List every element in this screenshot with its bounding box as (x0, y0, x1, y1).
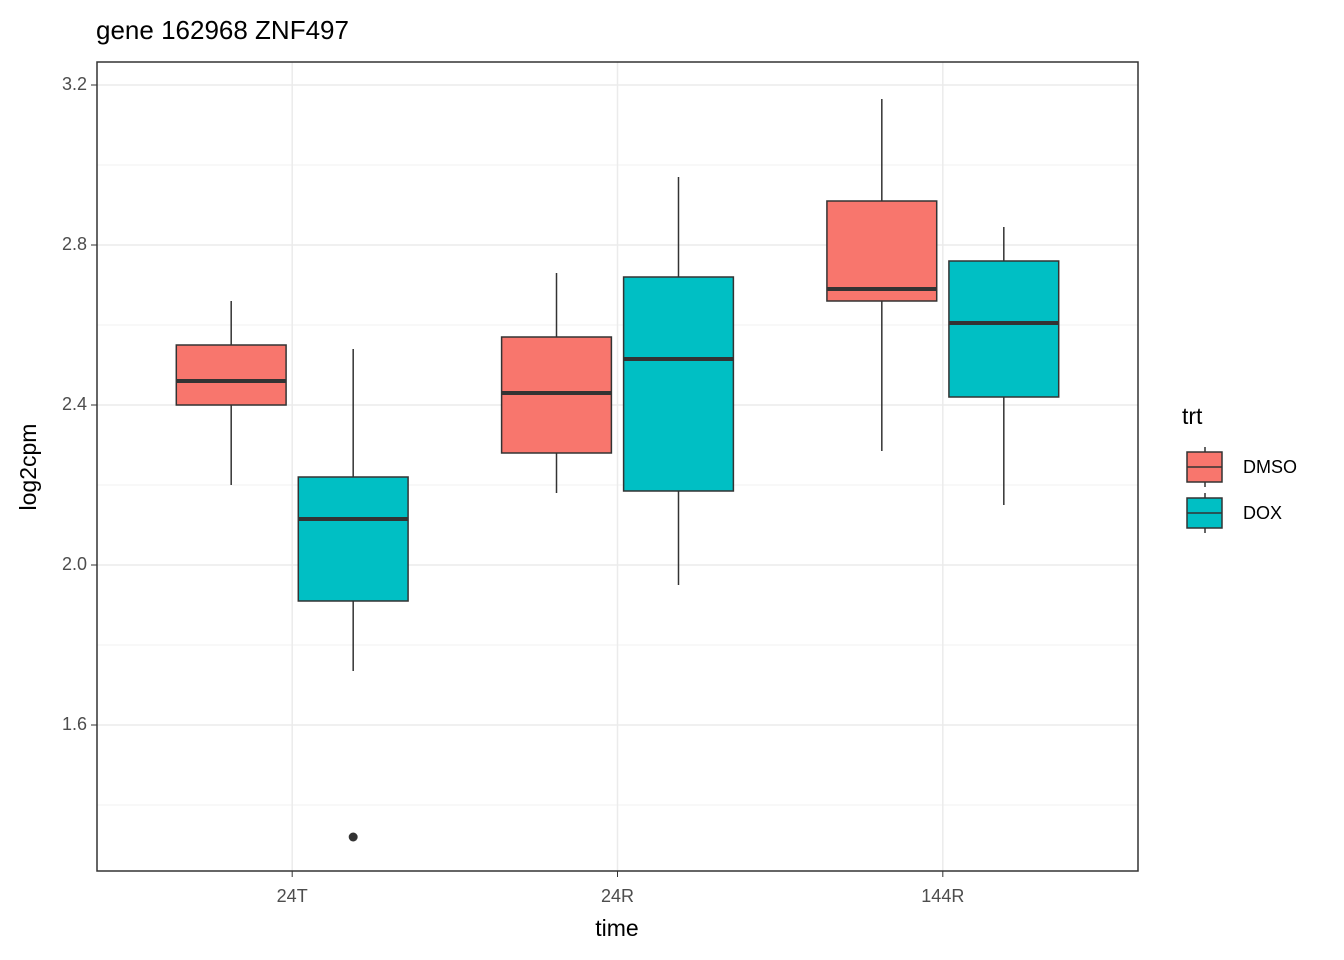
y-tick-label: 1.6 (62, 714, 87, 734)
y-tick-label: 2.0 (62, 554, 87, 574)
panel-border (96, 61, 1139, 872)
y-tick-label: 3.2 (62, 74, 87, 94)
outlier (348, 832, 358, 842)
box (297, 476, 409, 602)
box (826, 200, 938, 302)
y-tick-label: 2.4 (62, 394, 87, 414)
box (175, 344, 287, 406)
legend-title: trt (1182, 403, 1203, 429)
chart-title: gene 162968 ZNF497 (96, 15, 349, 45)
box (622, 276, 735, 492)
x-tick-label: 24R (601, 886, 634, 906)
legend-label: DMSO (1243, 457, 1297, 477)
box (948, 260, 1060, 398)
y-axis-label: log2cpm (15, 424, 41, 511)
x-tick-label: 144R (921, 886, 964, 906)
y-tick-label: 2.8 (62, 234, 87, 254)
legend-label: DOX (1243, 503, 1282, 523)
x-tick-label: 24T (277, 886, 308, 906)
x-axis-label: time (595, 915, 638, 941)
